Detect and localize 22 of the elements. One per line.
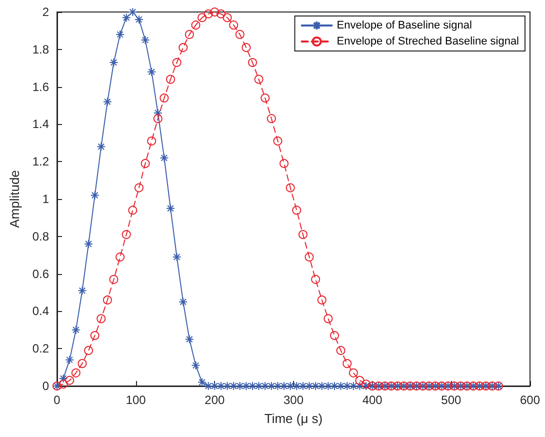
y-tick-label: 1.4 <box>32 117 50 132</box>
y-tick-label: 0.2 <box>32 342 50 356</box>
y-axis-title: Amplitude <box>7 170 22 228</box>
x-tick-label: 200 <box>204 393 225 407</box>
x-tick-label: 400 <box>362 393 383 407</box>
legend-label: Envelope of Streched Baseline signal <box>336 36 520 48</box>
y-tick-label: 0 <box>42 379 50 393</box>
legend-label: Envelope of Baseline signal <box>336 20 472 32</box>
y-tick-label: 2 <box>42 5 50 19</box>
x-tick-label: 0 <box>54 393 61 407</box>
y-tick-label: 1.6 <box>32 80 50 94</box>
y-tick-label: 0.4 <box>32 304 50 318</box>
x-axis-title: Time (μ s) <box>264 411 323 426</box>
y-tick-label: 1.2 <box>32 154 50 169</box>
y-tick-label: 1 <box>42 192 50 206</box>
x-tick-label: 600 <box>520 393 540 407</box>
x-tick-label: 500 <box>441 393 462 407</box>
y-tick-label: 0.6 <box>32 266 50 281</box>
y-tick-label: 0.8 <box>32 229 50 244</box>
x-tick-label: 300 <box>283 393 304 407</box>
x-tick-label: 100 <box>126 393 146 407</box>
y-tick-label: 1.8 <box>32 42 50 56</box>
